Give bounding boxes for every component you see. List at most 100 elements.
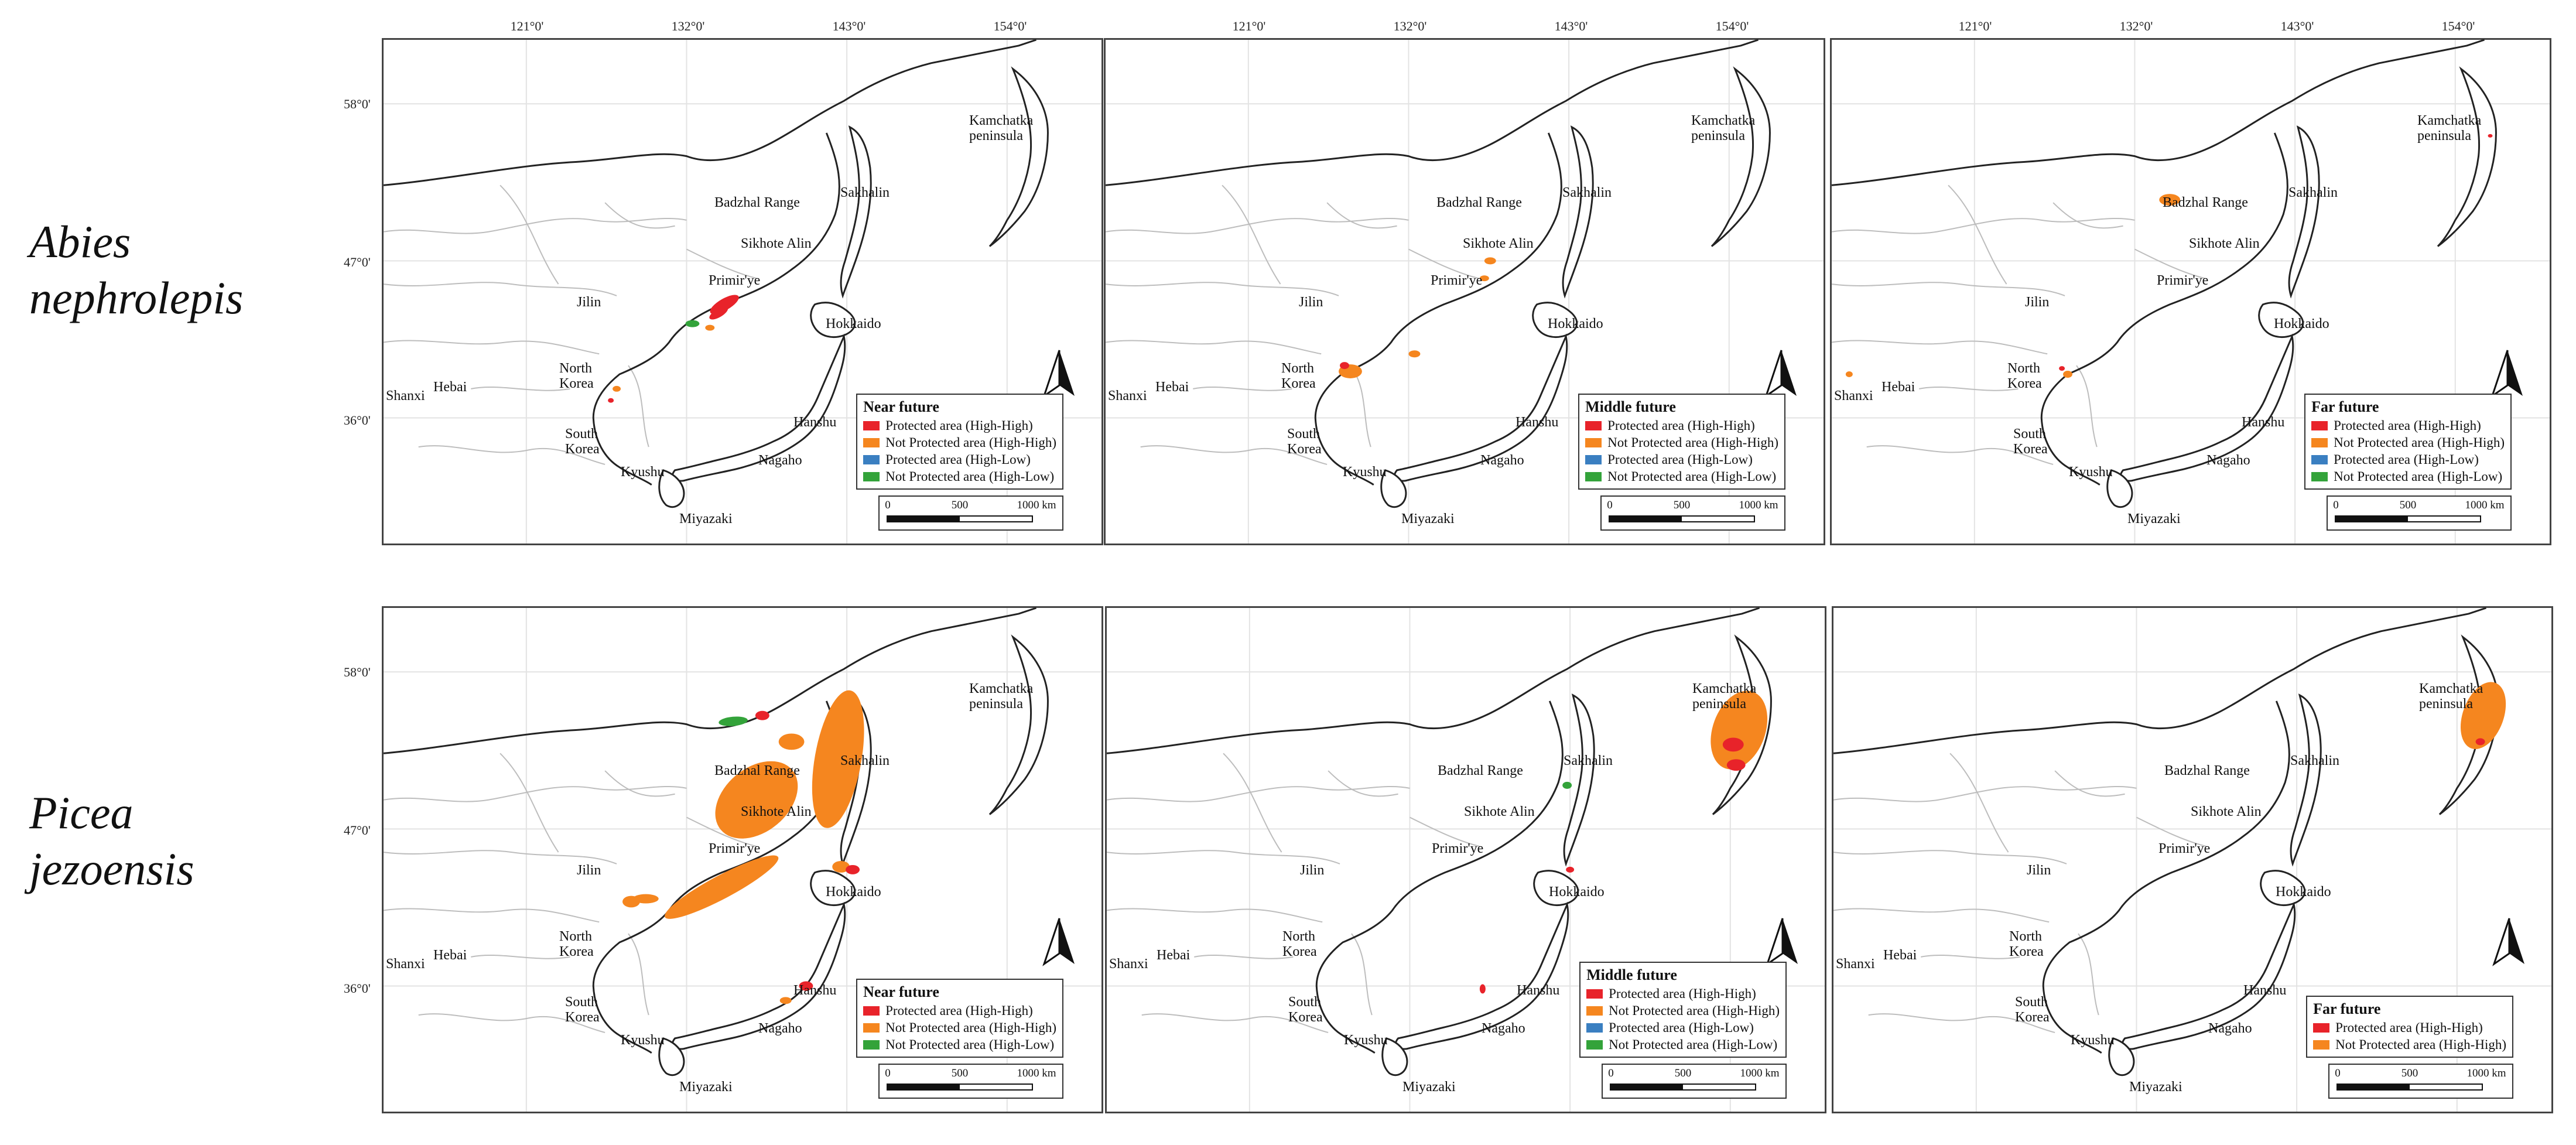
place-label-miyazaki: Miyazaki: [2127, 511, 2181, 527]
suitability-patch: [1845, 371, 1853, 377]
place-label-kyushu: Kyushu: [621, 464, 665, 480]
scale-tick-label: 1000 km: [1017, 1067, 1056, 1079]
admin-border: [2052, 202, 2123, 229]
place-label-primirye: Primir'ye: [709, 273, 761, 288]
legend-item: Protected area (High-High): [863, 1002, 1056, 1019]
place-label-primirye: Primir'ye: [709, 841, 761, 856]
admin-border: [686, 816, 757, 847]
place-label-north-korea: North Korea: [559, 929, 594, 959]
legend-item: Protected area (High-High): [2313, 1019, 2506, 1036]
legend-item: Not Protected area (High-High): [863, 434, 1056, 451]
legend-item: Not Protected area (High-High): [2313, 1036, 2506, 1053]
scale-bar: 0 500 1000 km: [1600, 495, 1785, 531]
place-label-sakhalin: Sakhalin: [2288, 185, 2338, 200]
admin-border: [383, 850, 617, 864]
legend-swatch: [1586, 1023, 1603, 1033]
place-label-kyushu: Kyushu: [1343, 464, 1387, 480]
admin-border: [686, 248, 757, 279]
suitability-patch: [608, 398, 614, 403]
place-label-hebai: Hebai: [1883, 948, 1917, 963]
legend-swatch: [2313, 1040, 2330, 1050]
longitude-tick-label: 154°0': [1715, 19, 1749, 33]
legend-swatch: [1585, 471, 1602, 481]
sakhalin-island: [1563, 693, 1595, 867]
place-label-sakhalin: Sakhalin: [2290, 753, 2339, 768]
place-label-nagaho: Nagaho: [2208, 1021, 2252, 1036]
admin-border: [1106, 908, 1323, 923]
admin-border: [2054, 770, 2125, 797]
legend-item: Protected area (High-Low): [2311, 451, 2505, 468]
kyushu-island: [658, 469, 685, 508]
scale-tick-label: 1000 km: [1017, 499, 1056, 511]
legend-swatch: [1586, 1040, 1603, 1050]
legend-title: Far future: [2311, 398, 2379, 415]
place-label-miyazaki: Miyazaki: [1401, 511, 1455, 527]
kamchatka-coast: [988, 66, 1049, 247]
place-label-shanxi: Shanxi: [1834, 388, 1873, 404]
legend-swatch: [863, 421, 880, 430]
admin-border: [1408, 248, 1479, 279]
species-genus: Abies: [29, 216, 131, 267]
legend-item: Not Protected area (High-Low): [2311, 468, 2505, 485]
admin-border: [2136, 816, 2207, 847]
place-label-south-korea: South Korea: [1288, 994, 1323, 1025]
species-label-picea: Picea jezoensis: [29, 785, 194, 897]
admin-border: [1833, 786, 2137, 802]
latitude-tick-label: 58°0': [344, 665, 371, 679]
suitability-patch: [715, 761, 798, 839]
scale-fill: [888, 1085, 960, 1089]
admin-border: [471, 386, 570, 391]
north-arrow-icon: [1765, 917, 1800, 966]
suitability-patch: [812, 690, 864, 828]
admin-border: [1833, 850, 2067, 864]
admin-border: [2078, 933, 2099, 1016]
legend-label: Not Protected area (High-Low): [2334, 469, 2503, 484]
scale-tick-label: 0: [1607, 499, 1613, 511]
place-label-kamchatka: Kamchatka peninsula: [1691, 113, 1756, 143]
scale-tick-label: 1000 km: [2465, 499, 2505, 511]
scale-tick-label: 0: [885, 499, 891, 511]
legend-swatch: [1585, 438, 1602, 447]
admin-border: [500, 753, 559, 853]
legend-label: Not Protected area (High-High): [885, 435, 1056, 450]
scale-fill: [2336, 517, 2408, 521]
admin-border: [1410, 816, 1480, 847]
sakhalin-island: [840, 125, 872, 299]
suitability-patch: [846, 864, 860, 874]
longitude-tick-label: 154°0': [993, 19, 1027, 33]
place-label-hebai: Hebai: [433, 380, 467, 395]
suitability-patch: [719, 716, 748, 726]
place-label-badzhal: Badzhal Range: [1436, 195, 1522, 210]
latitude-tick-label: 47°0': [344, 823, 371, 838]
legend-item: Protected area (High-High): [1586, 985, 1780, 1002]
suitability-patch: [1479, 275, 1489, 282]
place-label-hanshu: Hanshu: [793, 415, 837, 430]
legend-item: Not Protected area (High-High): [2311, 434, 2505, 451]
suitability-patch: [1408, 350, 1421, 358]
suitability-patch: [779, 997, 792, 1004]
place-label-sikhote: Sikhote Alin: [741, 236, 812, 251]
map-canvas: [383, 607, 1101, 1112]
admin-border: [1193, 386, 1292, 391]
place-label-badzhal: Badzhal Range: [714, 763, 800, 778]
place-label-hokkaido: Hokkaido: [1548, 316, 1603, 331]
north-arrow-icon: [1764, 349, 1799, 398]
scale-fill: [1610, 517, 1682, 521]
longitude-tick-label: 121°0': [1958, 19, 1992, 33]
legend-label: Not Protected area (High-High): [1609, 1003, 1780, 1018]
admin-border: [1105, 218, 1409, 234]
legend-label: Not Protected area (High-Low): [1607, 469, 1777, 484]
scale-bar: 0 500 1000 km: [878, 1064, 1063, 1099]
legend-swatch: [863, 471, 880, 481]
legend-swatch: [863, 1023, 880, 1033]
scale-tick-label: 500: [1673, 499, 1691, 511]
legend-swatch: [1586, 1006, 1603, 1016]
suitability-patch: [685, 320, 700, 327]
scale-fill: [2338, 1085, 2410, 1089]
admin-border: [500, 184, 559, 285]
admin-border: [2076, 365, 2098, 447]
admin-border: [1106, 850, 1340, 864]
place-label-hokkaido: Hokkaido: [826, 316, 881, 331]
suitability-patch: [1484, 257, 1496, 265]
legend-label: Protected area (High-Low): [1609, 1020, 1754, 1035]
